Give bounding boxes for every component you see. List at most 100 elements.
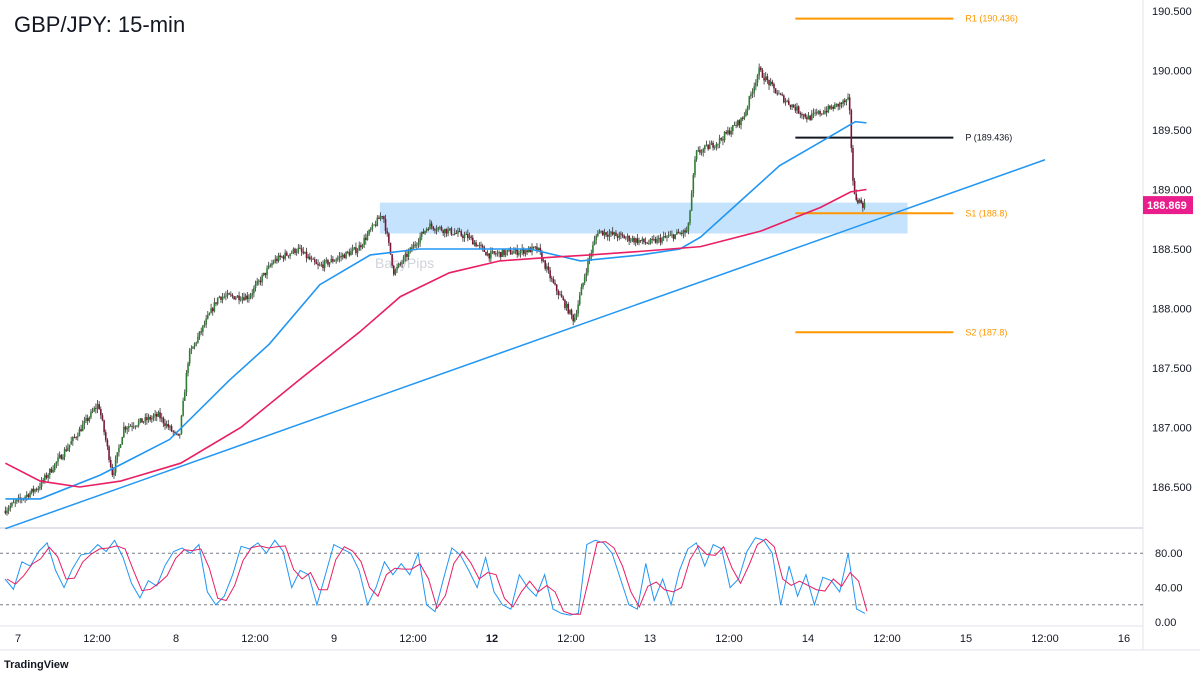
candle-body (504, 251, 507, 256)
candle-body (733, 125, 736, 126)
candle-body (738, 120, 741, 126)
candle-body (759, 67, 762, 71)
candle-body (603, 232, 606, 236)
candle-body (626, 236, 629, 238)
candle-body (720, 138, 723, 140)
candle-body (570, 309, 573, 315)
candle-body (468, 236, 471, 239)
candle-body (248, 297, 250, 299)
candle-body (363, 237, 365, 246)
candle-body (473, 242, 476, 245)
candle-body (259, 280, 262, 283)
candle-body (164, 423, 166, 426)
candle-body (781, 94, 783, 96)
candle-body (109, 459, 112, 467)
candle-body (636, 238, 639, 244)
time-tick-label: 12:00 (715, 633, 743, 645)
candle-body (638, 240, 640, 244)
candle-body (57, 457, 59, 462)
candle-body (616, 236, 619, 238)
candle-body (11, 502, 13, 506)
candle-body (197, 336, 199, 343)
time-tick-label: 12:00 (557, 633, 585, 645)
candle-body (633, 238, 635, 243)
candle-body (442, 230, 444, 234)
candle-body (14, 501, 17, 503)
candle-body (218, 296, 221, 299)
candle-body (728, 130, 731, 135)
candle-body (432, 226, 435, 230)
candle-body (330, 258, 333, 263)
stoch-tick-label: 80.00 (1155, 548, 1183, 560)
candle-body (532, 246, 535, 248)
price-tick-label: 188.000 (1152, 304, 1192, 316)
candle-body (276, 258, 278, 262)
candle-body (292, 248, 295, 253)
candle-body (146, 417, 148, 421)
candle-body (704, 145, 706, 150)
candle-body (364, 237, 367, 240)
candle-body (679, 233, 681, 234)
candle-body (524, 250, 527, 254)
candle-body (516, 248, 519, 255)
candle-body (108, 446, 110, 460)
candle-body (113, 472, 115, 476)
candle-body (414, 244, 416, 246)
candle-body (513, 251, 515, 254)
candle-body (200, 331, 203, 333)
candle-body (860, 199, 862, 203)
candle-body (574, 318, 576, 322)
candle-body (210, 308, 212, 314)
candle-body (815, 112, 818, 114)
candle-body (685, 230, 688, 233)
stoch-tick-label: 40.00 (1155, 583, 1183, 595)
candle-body (778, 93, 780, 95)
candle-body (565, 303, 568, 308)
candle-body (832, 106, 835, 109)
candle-body (572, 314, 574, 322)
candle-body (475, 242, 477, 247)
watermark: BabyPips (375, 255, 434, 271)
candle-body (348, 252, 351, 256)
candle-body (332, 258, 334, 262)
candle-body (350, 251, 352, 256)
candle-body (746, 106, 749, 111)
price-tick-label: 189.000 (1152, 185, 1192, 197)
candle-body (103, 420, 105, 433)
candle-body (25, 494, 28, 497)
candle-body (340, 256, 342, 258)
candle-body (141, 418, 143, 423)
candle-body (213, 302, 216, 312)
candle-body (718, 138, 721, 144)
time-tick-label: 15 (960, 633, 972, 645)
candle-body (588, 256, 591, 261)
candle-body (264, 272, 267, 276)
candle-body (338, 256, 341, 258)
tradingview-logo[interactable]: TradingView (4, 659, 69, 671)
candle-body (427, 228, 430, 230)
candle-body (67, 447, 69, 451)
candle-body (592, 244, 594, 253)
candle-body (174, 431, 176, 433)
support-zone (379, 202, 908, 234)
last-price-label: 188.869 (1147, 200, 1187, 212)
candle-body (811, 113, 813, 120)
candle-body (404, 253, 407, 258)
candle-body (518, 253, 520, 255)
candle-body (402, 257, 405, 263)
candle-body (187, 363, 189, 373)
candle-body (639, 240, 642, 241)
candle-body (784, 101, 787, 103)
candle-body (470, 236, 472, 238)
candle-body (195, 342, 198, 344)
candle-body (129, 425, 132, 427)
candle-body (60, 455, 63, 460)
candle-body (271, 263, 273, 266)
candle-body (671, 234, 673, 236)
candle-body (439, 227, 441, 228)
candle-body (562, 297, 565, 300)
candle-body (697, 149, 700, 151)
candle-body (315, 262, 318, 264)
